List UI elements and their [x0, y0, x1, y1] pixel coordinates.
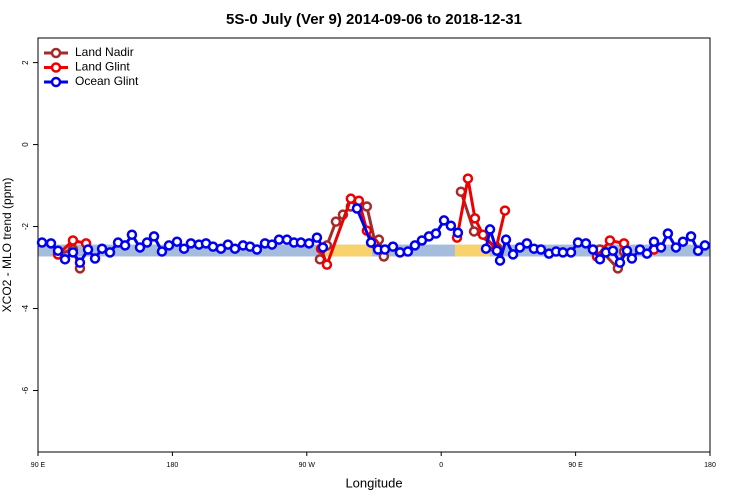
series-point — [621, 245, 633, 256]
series-point — [438, 215, 450, 226]
series-point — [295, 237, 307, 248]
series-point — [402, 246, 414, 257]
series-point — [468, 226, 480, 237]
series-point — [484, 224, 496, 235]
x-tick-label: 180 — [167, 462, 179, 469]
x-tick-label: 180 — [704, 462, 716, 469]
x-tick-label: 90 E — [568, 462, 583, 469]
series-point — [692, 245, 704, 256]
series-point — [469, 213, 481, 224]
series-point — [317, 242, 329, 253]
series-point — [604, 235, 616, 246]
series-point — [314, 254, 326, 265]
series-point — [82, 244, 94, 255]
series-point — [178, 243, 190, 254]
series-point — [499, 205, 511, 216]
series-point — [430, 228, 442, 239]
series-point — [685, 231, 697, 242]
series-point — [365, 237, 377, 248]
series-point — [311, 232, 323, 243]
series-point — [185, 238, 197, 249]
series-point — [89, 253, 101, 264]
legend-label: Land Nadir — [75, 45, 134, 59]
legend-marker — [50, 62, 62, 73]
series-point — [614, 257, 626, 268]
series-point — [330, 216, 342, 227]
series-point — [521, 238, 533, 249]
series-point — [345, 193, 357, 204]
series-point — [266, 239, 278, 250]
series-point — [229, 243, 241, 254]
series-point — [148, 231, 160, 242]
series-point — [655, 242, 667, 253]
series-point — [565, 247, 577, 258]
legend-label: Ocean Glint — [75, 74, 139, 88]
series-point — [119, 240, 131, 251]
series-point — [134, 242, 146, 253]
series-point — [535, 244, 547, 255]
band-highlight — [454, 244, 491, 257]
y-tick-label: -4 — [21, 304, 30, 312]
series-point — [507, 249, 519, 260]
y-tick-label: 2 — [21, 60, 30, 65]
series-point — [626, 253, 638, 264]
y-tick-label: -6 — [21, 386, 30, 394]
series-point — [126, 229, 138, 241]
series-point — [699, 240, 711, 251]
series-point — [494, 255, 506, 266]
series-point — [677, 236, 689, 247]
x-tick-label: 0 — [439, 462, 443, 469]
series-point — [452, 227, 464, 238]
series-point — [387, 241, 399, 252]
legend-marker — [50, 47, 62, 59]
series-point — [557, 247, 569, 258]
series-point — [587, 244, 599, 255]
series-point — [445, 220, 457, 231]
series-point — [45, 238, 57, 249]
series-point — [480, 243, 492, 254]
series-point — [594, 254, 606, 265]
series-point — [36, 237, 48, 248]
series-point — [67, 247, 79, 258]
chart-title: 5S-0 July (Ver 9) 2014-09-06 to 2018-12-… — [226, 11, 522, 28]
series-point — [156, 246, 168, 257]
y-tick-label: -2 — [21, 222, 30, 230]
series-point — [171, 236, 183, 247]
x-tick-label: 90 E — [31, 462, 46, 469]
series-point — [303, 238, 315, 249]
series-point — [648, 236, 660, 247]
series-point — [462, 173, 474, 184]
series-point — [351, 203, 363, 214]
series-point — [67, 235, 79, 246]
series-point — [491, 245, 503, 256]
series-point — [361, 201, 373, 212]
series-point — [641, 248, 653, 259]
series-point — [500, 234, 512, 245]
series-point — [409, 240, 421, 251]
series-point — [96, 243, 108, 254]
series-point — [321, 259, 333, 270]
series-point — [662, 228, 674, 239]
y-tick-label: 0 — [21, 142, 30, 147]
legend-marker — [50, 76, 62, 88]
series-point — [379, 244, 391, 255]
legend-label: Land Glint — [75, 60, 130, 74]
band-highlight — [325, 244, 373, 257]
series-point — [607, 245, 619, 256]
series-point — [74, 257, 86, 268]
series-point — [104, 247, 116, 258]
y-axis-title: XCO2 - MLO trend (ppm) — [0, 178, 14, 313]
series-point — [59, 254, 71, 265]
series-point — [163, 240, 175, 251]
series-point — [141, 237, 153, 248]
series-point — [455, 186, 467, 197]
x-axis-title: Longitude — [345, 475, 402, 490]
series-point — [580, 238, 592, 249]
series-point — [477, 229, 489, 241]
series-point — [251, 244, 263, 255]
x-tick-label: 90 W — [299, 462, 316, 469]
series-point — [670, 242, 682, 253]
series-point — [52, 245, 64, 256]
